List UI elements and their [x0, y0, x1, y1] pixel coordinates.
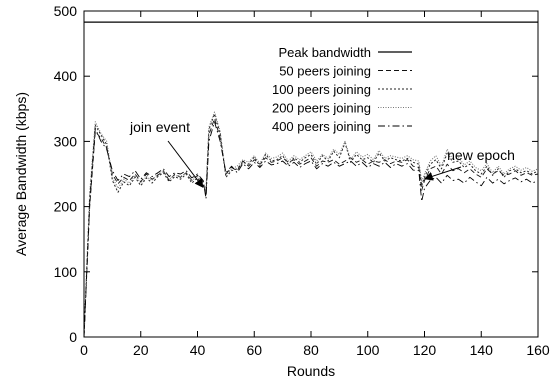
- series-line-200-peers-joining: [83, 111, 539, 338]
- legend-label-400-peers-joining: 400 peers joining: [272, 119, 371, 134]
- annotations: join event new epoch: [129, 119, 515, 189]
- series-line-100-peers-joining: [83, 113, 539, 338]
- x-tick-label: 120: [413, 342, 437, 358]
- series-line-400-peers-joining: [83, 121, 539, 338]
- x-tick-label: 100: [356, 342, 380, 358]
- y-axis-label: Average Bandwidth (kbps): [13, 92, 29, 256]
- x-tick-label: 140: [470, 342, 494, 358]
- x-tick-label: 20: [133, 342, 149, 358]
- annotation-join-event: join event: [129, 119, 190, 135]
- y-tick-label: 200: [54, 199, 78, 215]
- annotation-arrow: [423, 166, 462, 181]
- legend: Peak bandwidth 50 peers joining 100 peers …: [272, 45, 412, 134]
- annotation-new-epoch: new epoch: [447, 147, 515, 163]
- x-tick-label: 0: [80, 342, 88, 358]
- series-line-50-peers-joining: [83, 118, 539, 338]
- y-tick-label: 400: [54, 68, 78, 84]
- y-tick-label: 100: [54, 264, 78, 280]
- x-tick-label: 160: [526, 342, 550, 358]
- legend-label-peak-bandwidth: Peak bandwidth: [278, 45, 371, 60]
- legend-label-200-peers-joining: 200 peers joining: [272, 101, 371, 116]
- legend-label-100-peers-joining: 100 peers joining: [272, 82, 371, 97]
- annotation-arrow: [167, 140, 204, 189]
- legend-label-50-peers-joining: 50 peers joining: [279, 64, 371, 79]
- x-axis-label: Rounds: [287, 363, 335, 379]
- y-tick-label: 300: [54, 133, 78, 149]
- y-tick-label: 500: [54, 3, 78, 19]
- x-tick-label: 80: [303, 342, 319, 358]
- y-tick-label: 0: [69, 329, 77, 345]
- axis-ticks: 0 20 40 60 80 100 120 140 160 0 100 200 300 400 500: [54, 3, 550, 358]
- series-lines: [83, 21, 539, 338]
- x-tick-label: 60: [246, 342, 262, 358]
- x-tick-label: 40: [190, 342, 206, 358]
